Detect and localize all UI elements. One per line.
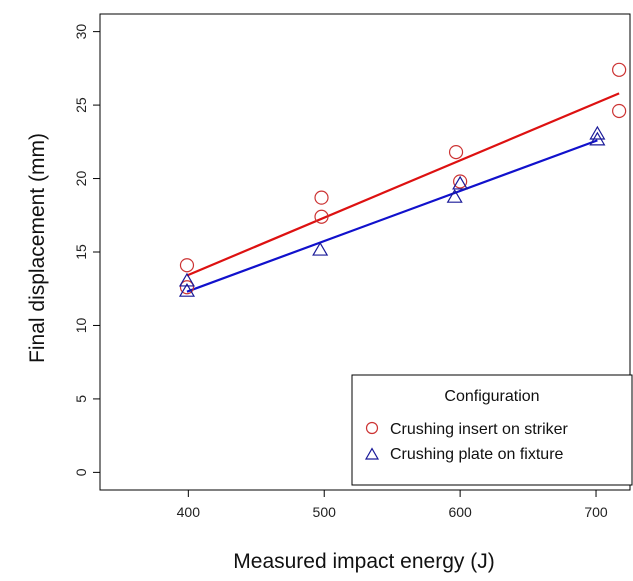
- x-axis-title: Measured impact energy (J): [233, 550, 494, 573]
- point-insert: [314, 190, 329, 205]
- x-tick-label: 400: [177, 504, 201, 520]
- point-insert: [179, 280, 195, 295]
- y-tick-label: 5: [73, 395, 89, 403]
- y-tick-label: 10: [73, 317, 89, 333]
- point-plate: [452, 175, 469, 190]
- legend-entry-insert: Crushing insert on striker: [390, 421, 569, 438]
- point-insert: [453, 174, 468, 189]
- legend-triangle-marker: [364, 447, 380, 460]
- point-plate: [312, 241, 329, 256]
- legend-circle-marker: [365, 421, 379, 435]
- y-tick-label: 0: [73, 468, 89, 476]
- legend-title: Configuration: [444, 388, 539, 405]
- point-plate: [178, 283, 196, 297]
- plot-layer: [178, 62, 627, 297]
- x-tick-label: 500: [313, 504, 337, 520]
- y-tick-label: 30: [73, 24, 89, 40]
- y-axis-title: Final displacement (mm): [26, 133, 49, 363]
- point-insert: [448, 144, 464, 160]
- y-tick-label: 20: [73, 171, 89, 187]
- y-tick-label: 15: [73, 244, 89, 260]
- legend-entry-plate: Crushing plate on fixture: [390, 446, 564, 463]
- point-insert: [612, 62, 627, 77]
- y-tick-label: 25: [73, 97, 89, 113]
- legend: Configuration Crushing insert on striker…: [351, 374, 633, 486]
- point-plate: [589, 125, 606, 140]
- point-insert: [612, 103, 627, 119]
- axes-layer: 400 500 600 700 0 5 10 15 20 25 30: [73, 13, 631, 520]
- legend-box: [351, 374, 633, 486]
- point-plate: [178, 272, 196, 287]
- point-plate: [446, 188, 463, 203]
- point-insert: [179, 258, 195, 273]
- point-insert: [314, 209, 329, 224]
- fit-line-insert: [186, 92, 620, 277]
- x-tick-label: 700: [584, 504, 608, 520]
- x-tick-label: 600: [448, 504, 472, 520]
- fit-line-plate: [186, 139, 598, 293]
